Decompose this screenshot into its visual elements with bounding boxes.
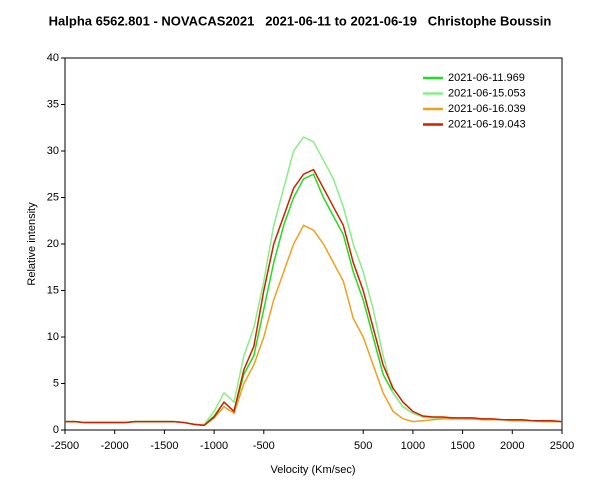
y-tick-label: 15	[47, 284, 59, 296]
x-tick-label: -1500	[150, 440, 178, 452]
y-tick-label: 10	[47, 331, 59, 343]
y-tick-label: 20	[47, 238, 59, 250]
x-tick-label: -2500	[51, 440, 79, 452]
y-tick-label: 30	[47, 145, 59, 157]
y-tick-label: 5	[53, 377, 59, 389]
x-tick-label: -1000	[200, 440, 228, 452]
data-line	[65, 136, 562, 426]
data-line	[65, 168, 563, 427]
x-tick-label: 2000	[500, 440, 524, 452]
x-tick-label: -500	[253, 440, 275, 452]
chart-title: Halpha 6562.801 - NOVACAS2021 2021-06-11…	[49, 13, 552, 28]
x-axis-label: Velocity (Km/sec)	[271, 464, 356, 476]
y-axis-label: Relative intensity	[26, 202, 38, 286]
x-tick-label: 1000	[401, 440, 425, 452]
legend-label: 2021-06-16.039	[448, 103, 526, 115]
x-tick-label: -2000	[101, 440, 129, 452]
data-line	[65, 224, 562, 427]
y-tick-label: 25	[47, 191, 59, 203]
legend-label: 2021-06-15.053	[448, 87, 526, 99]
data-line	[65, 173, 562, 427]
legend-label: 2021-06-11.969	[448, 72, 525, 84]
legend-label: 2021-06-19.043	[448, 118, 526, 130]
x-tick-label: 500	[354, 440, 372, 452]
x-tick-label: 1500	[450, 440, 474, 452]
y-tick-label: 35	[47, 98, 59, 110]
x-tick-label: 2500	[550, 440, 574, 452]
y-tick-label: 40	[47, 52, 59, 64]
y-tick-label: 0	[53, 424, 59, 436]
